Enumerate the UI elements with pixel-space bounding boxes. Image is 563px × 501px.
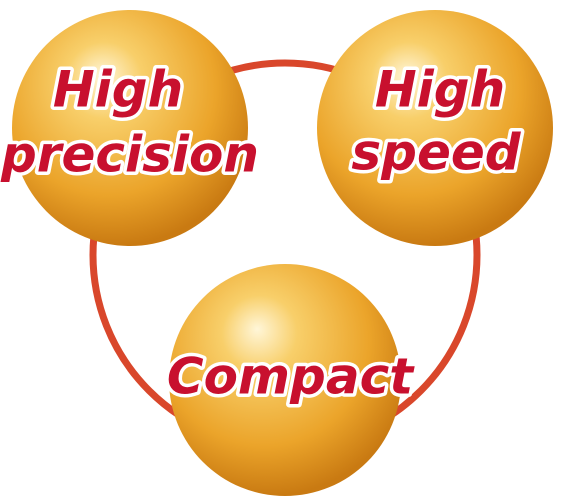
node-label: Compact <box>167 348 415 406</box>
node-label: precision <box>0 126 259 184</box>
node-label: speed <box>351 124 521 182</box>
node-label: High <box>53 61 183 119</box>
node-label: High <box>375 61 505 119</box>
diagram: High precision High speed Compact <box>0 0 563 501</box>
